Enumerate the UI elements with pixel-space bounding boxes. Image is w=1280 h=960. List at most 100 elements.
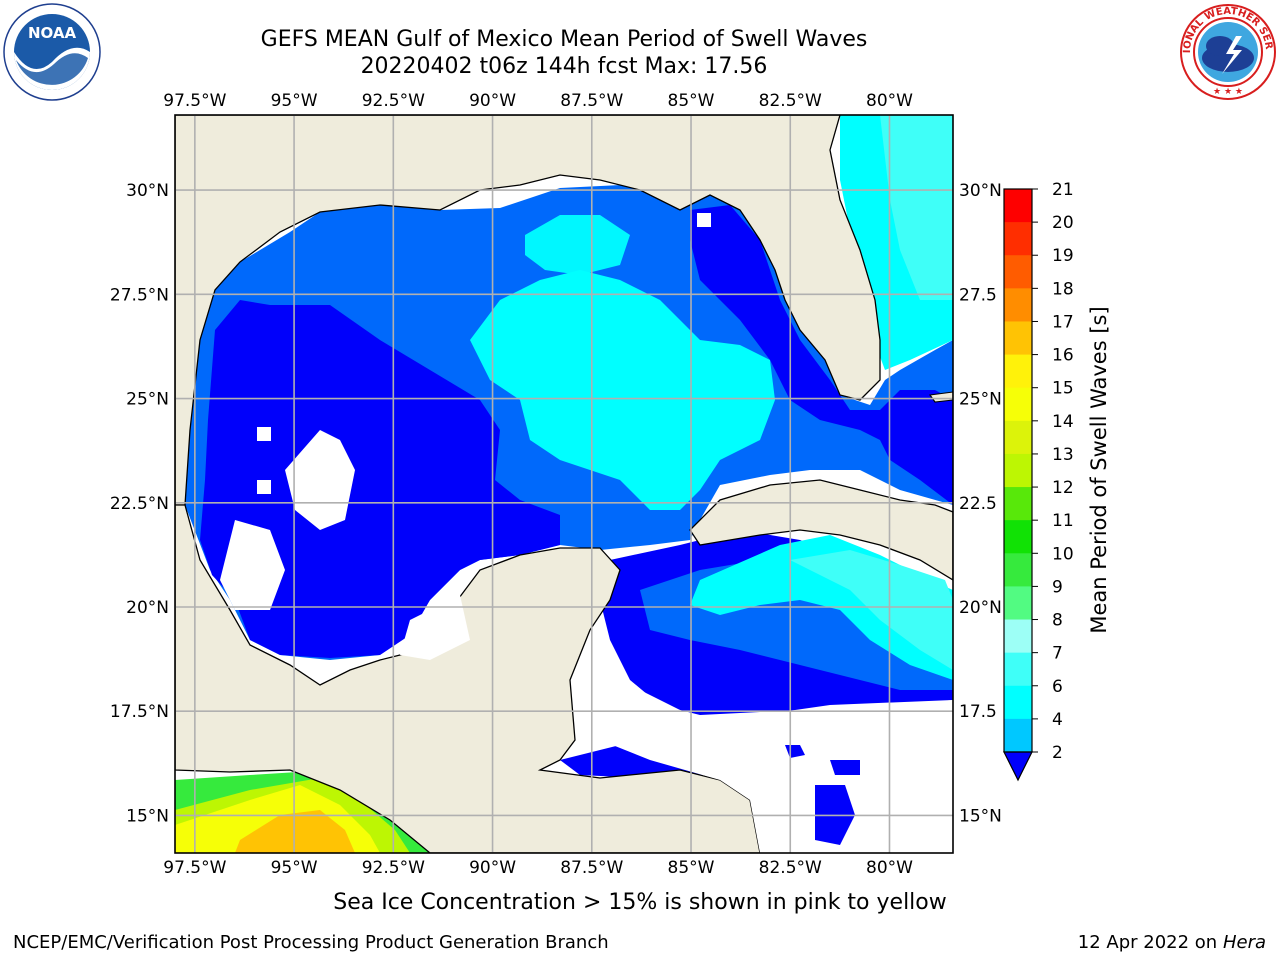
colorbar-frame bbox=[1003, 188, 1033, 753]
lon-tick-top-5: 85°W bbox=[668, 91, 715, 111]
no-data-patch-caribbean bbox=[580, 690, 953, 853]
lon-tick-top-1: 95°W bbox=[271, 91, 318, 111]
nws-logo: NATIONAL WEATHER SERVICE ★ ★ ★ bbox=[1178, 2, 1276, 100]
colorbar-segment-4 bbox=[1004, 321, 1032, 356]
noaa-logo-text: NOAA bbox=[28, 24, 77, 42]
colorbar-tick-14: 7 bbox=[1052, 644, 1063, 664]
no-data-patch-south bbox=[400, 595, 470, 660]
lon-tick-bottom-7: 80°W bbox=[866, 858, 913, 878]
colorbar-tick-16: 4 bbox=[1052, 710, 1063, 730]
footer-date-text: 12 Apr 2022 on bbox=[1077, 932, 1223, 953]
colorbar-label: Mean Period of Swell Waves [s] bbox=[1087, 306, 1111, 633]
footer-host: Hera bbox=[1222, 932, 1266, 953]
lat-tick-left-3: 22.5°N bbox=[110, 494, 169, 514]
lon-tick-top-0: 97.5°W bbox=[163, 91, 226, 111]
lon-tick-bottom-4: 87.5°W bbox=[560, 858, 623, 878]
chart-title: GEFS MEAN Gulf of Mexico Mean Period of … bbox=[260, 27, 868, 52]
land-florida-keys-bahamas bbox=[929, 391, 953, 403]
lon-tick-bottom-6: 82.5°W bbox=[759, 858, 822, 878]
lon-ticks-bottom: 97.5°W 95°W 92.5°W 90°W 87.5°W 85°W 82.5°W 80°W bbox=[163, 858, 913, 878]
colorbar-segment-15 bbox=[1004, 685, 1032, 720]
no-data-cell-a bbox=[257, 427, 271, 441]
lat-tick-right-6: 15°N bbox=[959, 806, 1002, 826]
lon-tick-top-3: 90°W bbox=[469, 91, 516, 111]
lat-tick-right-1: 27.5 bbox=[959, 285, 997, 305]
colorbar-tick-17: 2 bbox=[1052, 743, 1063, 763]
lon-tick-top-6: 82.5°W bbox=[759, 91, 822, 111]
colorbar-tick-10: 11 bbox=[1052, 511, 1074, 531]
footer-credit: NCEP/EMC/Verification Post Processing Pr… bbox=[13, 932, 609, 953]
caribbean-band-7-8 bbox=[790, 550, 953, 670]
colorbar-segment-0 bbox=[1004, 189, 1032, 223]
no-data-cell-b bbox=[257, 480, 271, 494]
lat-tick-left-1: 27.5°N bbox=[110, 285, 169, 305]
lon-tick-top-2: 92.5°W bbox=[362, 91, 425, 111]
colorbar-segment-1 bbox=[1004, 222, 1032, 256]
colorbar-segment-16 bbox=[1004, 718, 1032, 753]
lat-tick-right-2: 25°N bbox=[959, 390, 1002, 410]
lon-tick-bottom-3: 90°W bbox=[469, 858, 516, 878]
colorbar-segment-7 bbox=[1004, 420, 1032, 455]
map-frame bbox=[174, 114, 954, 854]
colorbar-tick-9: 12 bbox=[1052, 478, 1074, 498]
colorbar-tick-8: 13 bbox=[1052, 445, 1074, 465]
caribbean-patch-blue-3 bbox=[830, 760, 860, 775]
lat-tick-right-5: 17.5 bbox=[959, 702, 997, 722]
colorbar-tick-3: 18 bbox=[1052, 279, 1074, 299]
colorbar-tick-6: 15 bbox=[1052, 379, 1074, 399]
land-cuba bbox=[689, 479, 953, 581]
lat-tick-left-4: 20°N bbox=[126, 598, 169, 618]
colorbar-segment-6 bbox=[1004, 387, 1032, 422]
colorbar-tick-7: 14 bbox=[1052, 412, 1074, 432]
colorbar-segment-12 bbox=[1004, 586, 1032, 621]
colorbar-extend-min bbox=[1003, 751, 1033, 782]
lat-tick-right-4: 20°N bbox=[959, 598, 1002, 618]
map-grid bbox=[175, 115, 953, 853]
pacific-field-orange bbox=[235, 810, 355, 853]
colorbar-segment-10 bbox=[1004, 520, 1032, 554]
gulf-band-6-7 bbox=[470, 270, 775, 510]
colorbar-tick-2: 19 bbox=[1052, 246, 1074, 266]
no-data-cell-c bbox=[697, 213, 711, 227]
map-area bbox=[175, 115, 953, 853]
lat-tick-left-6: 15°N bbox=[126, 806, 169, 826]
colorbar-segment-11 bbox=[1004, 553, 1032, 587]
colorbar-tick-1: 20 bbox=[1052, 213, 1074, 233]
gulf-band-2-4 bbox=[200, 300, 560, 658]
land-north-america bbox=[175, 115, 881, 506]
lon-tick-bottom-0: 97.5°W bbox=[163, 858, 226, 878]
colorbar-segment-5 bbox=[1004, 354, 1032, 389]
sea-ice-note: Sea Ice Concentration > 15% is shown in … bbox=[333, 890, 947, 915]
lat-ticks-right: 30°N 27.5 25°N 22.5 20°N 17.5 15°N bbox=[959, 181, 1002, 826]
colorbar-tick-12: 9 bbox=[1052, 577, 1063, 597]
colorbar-tick-11: 10 bbox=[1052, 544, 1074, 564]
colorbar-segment-9 bbox=[1004, 487, 1032, 521]
lat-tick-right-0: 30°N bbox=[959, 181, 1002, 201]
colorbar-segment-3 bbox=[1004, 288, 1032, 322]
footer-date: 12 Apr 2022 on Hera bbox=[1078, 932, 1266, 953]
lat-tick-left-0: 30°N bbox=[126, 181, 169, 201]
noaa-logo: NOAA bbox=[3, 3, 101, 101]
lat-ticks-left: 30°N 27.5°N 25°N 22.5°N 20°N 17.5°N 15°N bbox=[110, 181, 169, 826]
gulf-band-2-4-east bbox=[690, 205, 953, 505]
colorbar-tick-15: 6 bbox=[1052, 677, 1063, 697]
colorbar: 21 20 19 18 17 16 15 14 13 12 11 10 9 8 7 6 4 2 bbox=[1003, 180, 1074, 782]
lon-tick-top-7: 80°W bbox=[866, 91, 913, 111]
lon-ticks-top: 97.5°W 95°W 92.5°W 90°W 87.5°W 85°W 82.5°W 80°W bbox=[163, 91, 913, 111]
lat-tick-left-2: 25°N bbox=[126, 390, 169, 410]
svg-text:★ ★ ★: ★ ★ ★ bbox=[1213, 87, 1243, 97]
colorbar-segment-8 bbox=[1004, 453, 1032, 488]
gulf-band-6-7-north bbox=[525, 215, 630, 275]
no-data-patch-sw bbox=[220, 520, 285, 610]
colorbar-segment-13 bbox=[1004, 619, 1032, 654]
chart-subtitle: 20220402 t06z 144h fcst Max: 17.56 bbox=[360, 54, 768, 79]
land-yucatan-mexico bbox=[175, 504, 761, 853]
lon-tick-bottom-5: 85°W bbox=[668, 858, 715, 878]
lon-tick-bottom-1: 95°W bbox=[271, 858, 318, 878]
atlantic-band-7-8 bbox=[880, 115, 953, 300]
colorbar-tick-4: 17 bbox=[1052, 312, 1074, 332]
colorbar-tick-0: 21 bbox=[1052, 180, 1074, 200]
colorbar-tick-13: 8 bbox=[1052, 611, 1063, 631]
colorbar-segment-14 bbox=[1004, 652, 1032, 687]
